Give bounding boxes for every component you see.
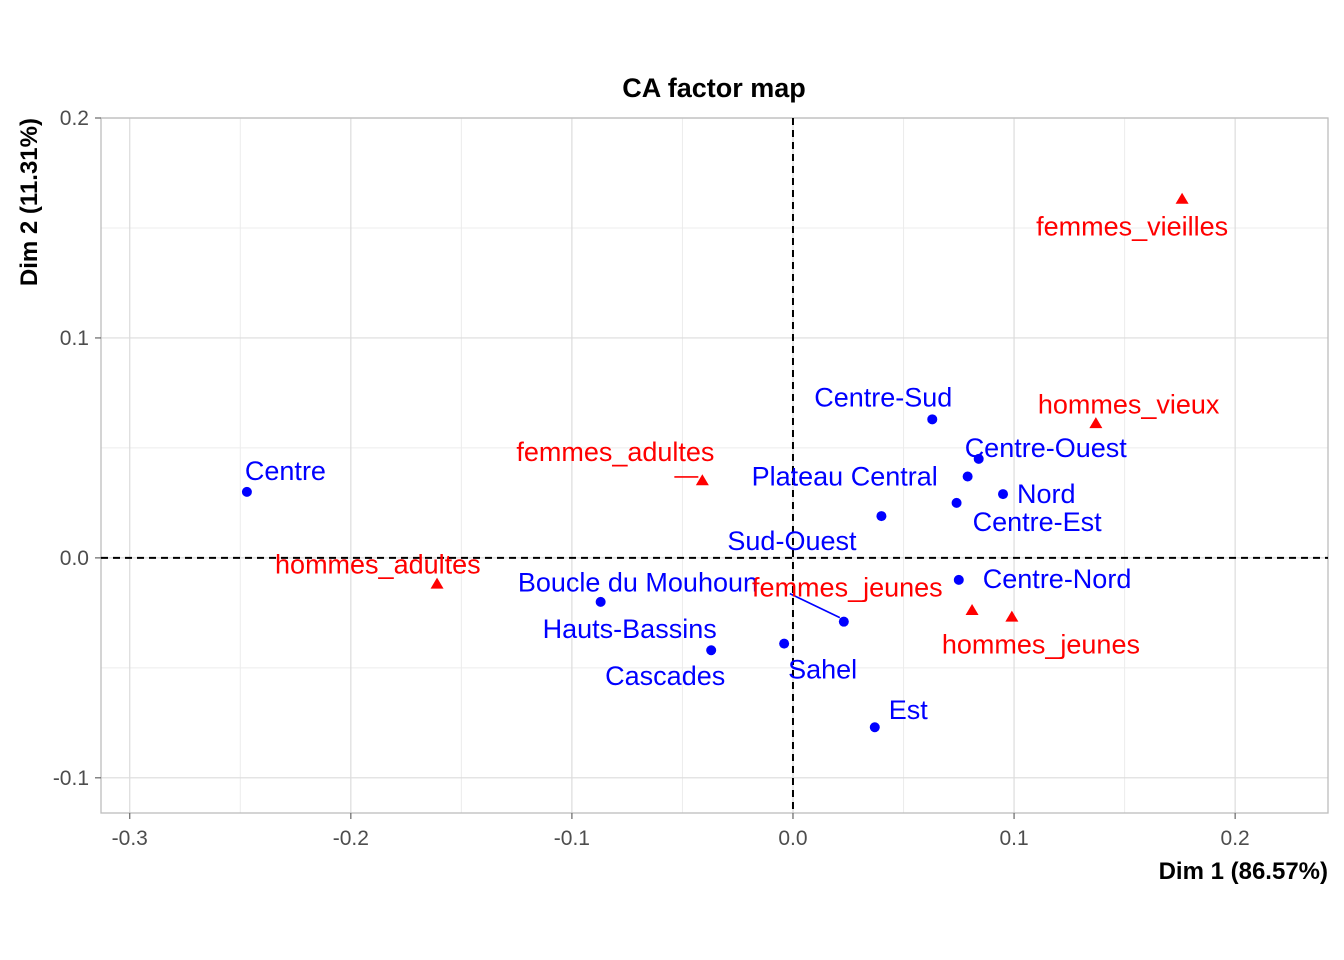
- label-nord: Nord: [1017, 479, 1076, 509]
- y-axis-title: Dim 2 (11.31%): [16, 118, 43, 286]
- point-cascades: [706, 645, 717, 656]
- point-sud-ouest: [876, 511, 887, 522]
- label-hommes-jeunes: hommes_jeunes: [942, 629, 1140, 659]
- x-tick-label: 0.1: [999, 827, 1028, 850]
- y-tick-label: 0.2: [60, 107, 89, 130]
- connector-boucle-du-mouhoun: [789, 592, 841, 619]
- label-sud-ouest: Sud-Ouest: [727, 526, 857, 556]
- point-est: [869, 722, 880, 733]
- x-tick-label: 0.2: [1221, 827, 1250, 850]
- y-tick-label: -0.1: [53, 767, 89, 790]
- label-centre-ouest: Centre-Ouest: [965, 433, 1128, 463]
- label-femmes-jeunes: femmes_jeunes: [752, 573, 943, 603]
- chart-title: CA factor map: [622, 73, 806, 103]
- point-centre-est: [951, 497, 962, 508]
- label-hommes-adultes: hommes_adultes: [275, 549, 481, 579]
- point-plateau-central: [962, 471, 973, 482]
- point-femmes-jeunes: [965, 604, 979, 616]
- point-hommes-jeunes: [1005, 610, 1019, 622]
- label-boucle-du-mouhoun: Boucle du Mouhoun: [518, 568, 758, 598]
- point-femmes-adultes: [695, 474, 709, 486]
- point-hauts-bassins: [595, 596, 606, 607]
- label-centre-est: Centre-Est: [973, 507, 1103, 537]
- label-centre: Centre: [245, 456, 326, 486]
- point-boucle-du-mouhoun: [838, 616, 849, 627]
- point-nord: [998, 489, 1009, 500]
- x-tick-label: -0.1: [554, 827, 590, 850]
- point-centre: [241, 486, 252, 497]
- point-centre-ouest: [973, 453, 984, 464]
- y-tick-label: 0.0: [60, 547, 89, 570]
- label-hommes-vieux: hommes_vieux: [1038, 390, 1220, 420]
- points: [241, 192, 1189, 733]
- label-sahel: Sahel: [788, 655, 857, 685]
- x-axis-title: Dim 1 (86.57%): [1159, 858, 1328, 885]
- label-est: Est: [889, 695, 929, 725]
- point-centre-sud: [927, 414, 938, 425]
- label-cascades: Cascades: [605, 661, 725, 691]
- label-centre-nord: Centre-Nord: [983, 564, 1132, 594]
- point-femmes-vieilles: [1175, 192, 1189, 204]
- label-hauts-bassins: Hauts-Bassins: [543, 614, 717, 644]
- point-hommes-adultes: [430, 577, 444, 589]
- point-labels: Centre Centre-Sud Centre-Ouest Nord Plateau …: [245, 211, 1228, 725]
- x-tick-label: -0.2: [333, 827, 369, 850]
- x-tick-label: 0.0: [778, 827, 807, 850]
- point-hommes-vieux: [1089, 417, 1103, 429]
- label-femmes-adultes: femmes_adultes: [516, 437, 714, 467]
- label-connectors: [674, 476, 841, 619]
- y-tick-label: 0.1: [60, 327, 89, 350]
- point-sahel: [779, 638, 790, 649]
- label-plateau-central: Plateau Central: [752, 461, 938, 491]
- point-centre-nord: [953, 574, 964, 585]
- tick-labels: -0.3 -0.2 -0.1 0.0 0.1 0.2 -0.1 0.0 0.1 0.2: [53, 107, 1250, 850]
- label-centre-sud: Centre-Sud: [814, 382, 952, 412]
- plot-panel-border: [100, 117, 1329, 814]
- reference-lines: [101, 118, 1328, 813]
- x-tick-label: -0.3: [112, 827, 148, 850]
- label-femmes-vieilles: femmes_vieilles: [1036, 211, 1228, 241]
